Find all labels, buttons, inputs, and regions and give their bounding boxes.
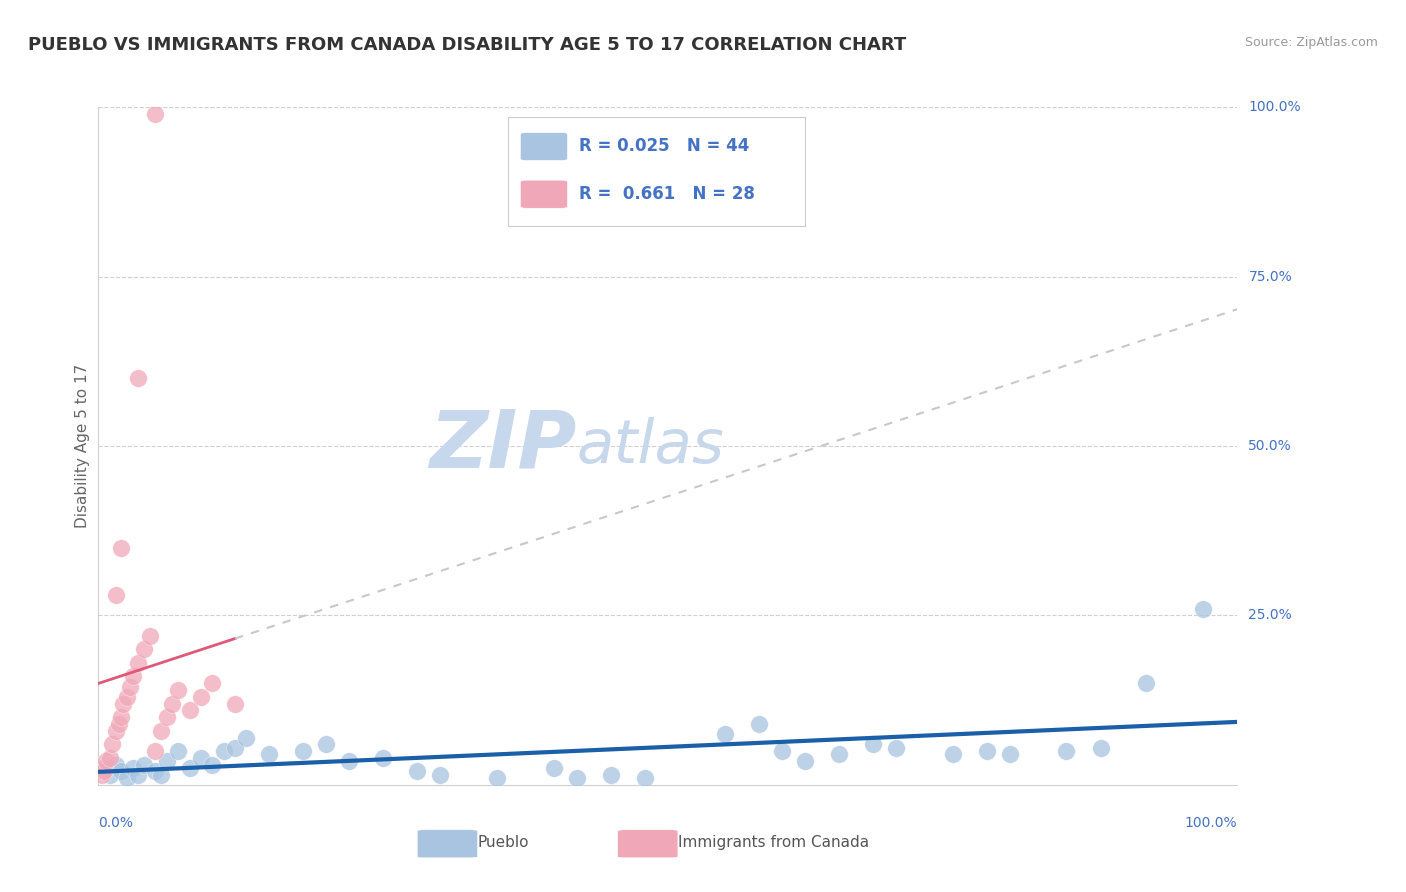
Point xyxy=(101,737,124,751)
Point xyxy=(145,764,167,779)
Point xyxy=(884,740,907,755)
Point xyxy=(486,771,509,785)
Point xyxy=(259,747,281,762)
Point xyxy=(1056,744,1078,758)
Point xyxy=(120,680,142,694)
Text: 0.0%: 0.0% xyxy=(98,815,134,830)
Point xyxy=(224,697,246,711)
Point xyxy=(292,744,315,758)
Point xyxy=(104,723,127,738)
Point xyxy=(337,754,360,768)
Point xyxy=(90,768,112,782)
Point xyxy=(998,747,1021,762)
Point xyxy=(104,757,127,772)
Text: Source: ZipAtlas.com: Source: ZipAtlas.com xyxy=(1244,36,1378,49)
Point xyxy=(93,761,115,775)
Point xyxy=(179,761,201,775)
Point xyxy=(98,768,121,782)
Point xyxy=(1135,676,1157,690)
Point xyxy=(132,757,155,772)
Point xyxy=(121,761,143,775)
Point xyxy=(793,754,815,768)
Text: 100.0%: 100.0% xyxy=(1185,815,1237,830)
Point xyxy=(1090,740,1112,755)
Text: atlas: atlas xyxy=(576,417,724,475)
Point xyxy=(828,747,851,762)
Text: PUEBLO VS IMMIGRANTS FROM CANADA DISABILITY AGE 5 TO 17 CORRELATION CHART: PUEBLO VS IMMIGRANTS FROM CANADA DISABIL… xyxy=(28,36,907,54)
Point xyxy=(862,737,884,751)
Point xyxy=(127,768,149,782)
Point xyxy=(115,690,138,704)
Point xyxy=(121,669,143,683)
Point xyxy=(212,744,235,758)
Text: 50.0%: 50.0% xyxy=(1249,439,1292,453)
Point xyxy=(150,723,173,738)
Point xyxy=(112,697,135,711)
Point xyxy=(634,771,657,785)
Text: 25.0%: 25.0% xyxy=(1249,608,1292,623)
Point xyxy=(145,744,167,758)
Point xyxy=(104,588,127,602)
Point xyxy=(543,761,565,775)
Point xyxy=(770,744,793,758)
Point xyxy=(1192,601,1215,615)
Point xyxy=(235,731,257,745)
Point xyxy=(162,697,184,711)
Point xyxy=(190,751,212,765)
Point xyxy=(138,629,160,643)
Point xyxy=(600,768,623,782)
Point xyxy=(156,754,179,768)
Point xyxy=(127,371,149,385)
Point xyxy=(132,642,155,657)
Text: ZIP: ZIP xyxy=(429,407,576,485)
Point xyxy=(115,771,138,785)
Text: 100.0%: 100.0% xyxy=(1249,100,1301,114)
Text: 75.0%: 75.0% xyxy=(1249,269,1292,284)
Point xyxy=(179,703,201,717)
Point xyxy=(315,737,337,751)
Point xyxy=(224,740,246,755)
Y-axis label: Disability Age 5 to 17: Disability Age 5 to 17 xyxy=(75,364,90,528)
Point xyxy=(110,541,132,555)
Point xyxy=(167,744,190,758)
Point xyxy=(110,710,132,724)
Point xyxy=(714,727,737,741)
Point xyxy=(167,683,190,698)
Point xyxy=(108,717,131,731)
Point xyxy=(145,107,167,121)
Point xyxy=(406,764,429,779)
Point xyxy=(976,744,998,758)
Point xyxy=(748,717,770,731)
Point xyxy=(190,690,212,704)
Point xyxy=(942,747,965,762)
Point xyxy=(110,764,132,779)
Point xyxy=(127,656,149,670)
Point xyxy=(156,710,179,724)
Point xyxy=(96,754,118,768)
Point xyxy=(429,768,451,782)
Point xyxy=(201,757,224,772)
Point xyxy=(98,751,121,765)
Point xyxy=(93,764,115,779)
Point xyxy=(150,768,173,782)
Point xyxy=(201,676,224,690)
Point xyxy=(371,751,394,765)
Point xyxy=(565,771,588,785)
